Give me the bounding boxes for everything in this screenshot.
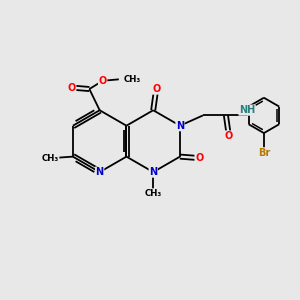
Text: N: N bbox=[176, 121, 184, 131]
Text: N: N bbox=[149, 167, 157, 177]
Text: O: O bbox=[195, 153, 203, 163]
Text: CH₃: CH₃ bbox=[42, 154, 59, 163]
Text: CH₃: CH₃ bbox=[123, 75, 140, 84]
Text: O: O bbox=[152, 84, 160, 94]
Text: NH: NH bbox=[239, 105, 255, 115]
Text: O: O bbox=[225, 131, 233, 141]
Text: N: N bbox=[96, 167, 104, 177]
Text: O: O bbox=[98, 76, 107, 86]
Text: CH₃: CH₃ bbox=[145, 189, 162, 198]
Text: Br: Br bbox=[258, 148, 270, 158]
Text: O: O bbox=[68, 82, 76, 93]
